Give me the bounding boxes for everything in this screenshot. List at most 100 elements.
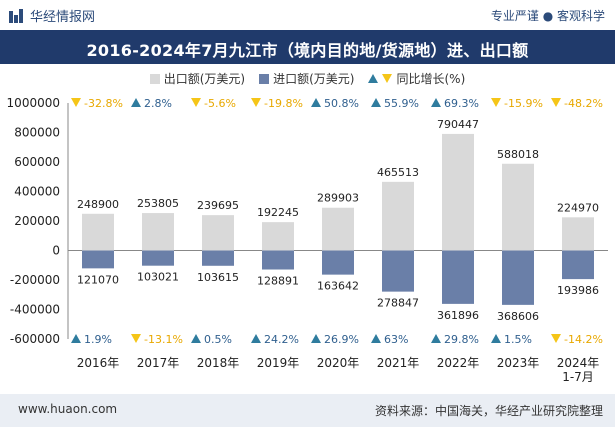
import-value-label: 128891 <box>257 275 299 288</box>
footer-source: 资料来源：中国海关，华经产业研究院整理 <box>374 404 603 418</box>
growth-up-icon <box>311 334 321 343</box>
export-growth-label: -19.8% <box>264 97 303 110</box>
growth-down-icon <box>551 98 561 107</box>
chart-title: 2016-2024年7月九江市（境内目的地/货源地）进、出口额 <box>86 41 529 60</box>
import-bar <box>142 250 174 266</box>
export-growth-label: -48.2% <box>564 97 603 110</box>
import-growth-label: 1.9% <box>84 333 112 346</box>
growth-down-icon <box>251 98 261 107</box>
growth-up-icon <box>371 334 381 343</box>
export-bar <box>502 163 534 251</box>
growth-up-icon <box>431 98 441 107</box>
export-value-label: 289903 <box>317 192 359 205</box>
legend-export: 出口额(万美元) <box>149 70 246 87</box>
export-growth-label: -32.8% <box>84 97 123 110</box>
x-tick-label: 2021年 <box>377 356 420 370</box>
import-growth-label: -13.1% <box>144 333 183 346</box>
legend-growth-label: 同比增长(%) <box>396 72 466 86</box>
brand: 华经情报网 <box>8 6 95 25</box>
legend: 出口额(万美元) 进口额(万美元) 同比增长(%) <box>0 70 615 87</box>
x-tick-label: 2022年 <box>437 356 480 370</box>
import-growth-label: 63% <box>384 333 408 346</box>
x-tick-label: 2020年 <box>317 356 360 370</box>
growth-down-icon <box>71 98 81 107</box>
import-growth-label: 24.2% <box>264 333 299 346</box>
import-growth-label: 29.8% <box>444 333 479 346</box>
growth-down-icon <box>551 334 561 343</box>
import-growth-label: -14.2% <box>564 333 603 346</box>
legend-growth: 同比增长(%) <box>368 70 465 87</box>
legend-export-label: 出口额(万美元) <box>163 72 246 86</box>
import-bar <box>82 250 114 269</box>
export-bar <box>82 213 114 251</box>
y-tick-label: 200000 <box>14 214 60 228</box>
import-bar <box>202 250 234 266</box>
export-bar <box>562 217 594 251</box>
y-tick-label: 800000 <box>14 126 60 140</box>
growth-down-icon <box>491 98 501 107</box>
down-triangle-icon <box>382 74 393 83</box>
y-tick-label: -600000 <box>10 332 60 346</box>
import-bar <box>262 250 294 270</box>
export-value-label: 588018 <box>497 148 539 161</box>
x-tick-label: 2019年 <box>257 356 300 370</box>
export-value-label: 253805 <box>137 197 179 210</box>
import-bar <box>502 250 534 305</box>
legend-import-label: 进口额(万美元) <box>273 72 355 86</box>
legend-export-swatch <box>149 73 160 84</box>
export-bar <box>142 213 174 251</box>
export-value-label: 224970 <box>557 201 599 214</box>
x-tick-label: 2018年 <box>197 356 240 370</box>
import-value-label: 163642 <box>317 280 359 293</box>
export-growth-label: 2.8% <box>144 97 172 110</box>
x-tick-label: 2023年 <box>497 356 540 370</box>
export-bar <box>322 207 354 251</box>
x-tick-label: 2017年 <box>137 356 180 370</box>
import-growth-label: 1.5% <box>504 333 532 346</box>
y-tick-label: 600000 <box>14 155 60 169</box>
x-tick-label: 1-7月 <box>562 370 594 384</box>
y-tick-label: -200000 <box>10 273 60 287</box>
import-growth-label: 26.9% <box>324 333 359 346</box>
export-value-label: 192245 <box>257 206 299 219</box>
top-bar: 华经情报网 专业严谨 ● 客观科学 <box>0 0 615 30</box>
up-triangle-icon <box>368 74 379 83</box>
import-bar <box>322 250 354 275</box>
bar-logo-icon <box>9 8 23 23</box>
export-bar <box>382 181 414 251</box>
chart-area: 1000000 800000 600000 400000 200000 0 -200000 -… <box>7 96 608 384</box>
growth-up-icon <box>251 334 261 343</box>
export-growth-label: 69.3% <box>444 97 479 110</box>
import-value-label: 278847 <box>377 297 419 310</box>
growth-up-icon <box>71 334 81 343</box>
export-value-label: 790447 <box>437 118 479 131</box>
export-growth-label: -15.9% <box>504 97 543 110</box>
y-tick-label: 0 <box>52 244 60 258</box>
export-value-label: 465513 <box>377 166 419 179</box>
growth-up-icon <box>191 334 201 343</box>
growth-up-icon <box>431 334 441 343</box>
growth-down-icon <box>191 98 201 107</box>
export-bar <box>262 222 294 251</box>
growth-up-icon <box>311 98 321 107</box>
import-growth-label: 0.5% <box>204 333 232 346</box>
y-tick-label: 400000 <box>14 185 60 199</box>
growth-up-icon <box>131 98 141 107</box>
growth-up-icon <box>491 334 501 343</box>
title-bar: 2016-2024年7月九江市（境内目的地/货源地）进、出口额 <box>0 30 615 64</box>
import-bar <box>382 250 414 292</box>
export-bar <box>442 133 474 251</box>
import-bar <box>562 250 594 280</box>
import-value-label: 193986 <box>557 284 599 297</box>
export-growth-label: 55.9% <box>384 97 419 110</box>
x-tick-label: 2016年 <box>77 356 120 370</box>
legend-import: 进口额(万美元) <box>259 70 354 87</box>
import-value-label: 121070 <box>77 273 119 286</box>
import-bar <box>442 250 474 304</box>
y-tick-label: 1000000 <box>7 96 60 110</box>
export-growth-label: -5.6% <box>204 97 236 110</box>
import-value-label: 103021 <box>137 271 179 284</box>
tagline: 专业严谨 ● 客观科学 <box>490 9 605 23</box>
legend-import-swatch <box>259 73 270 84</box>
export-bar <box>202 215 234 251</box>
